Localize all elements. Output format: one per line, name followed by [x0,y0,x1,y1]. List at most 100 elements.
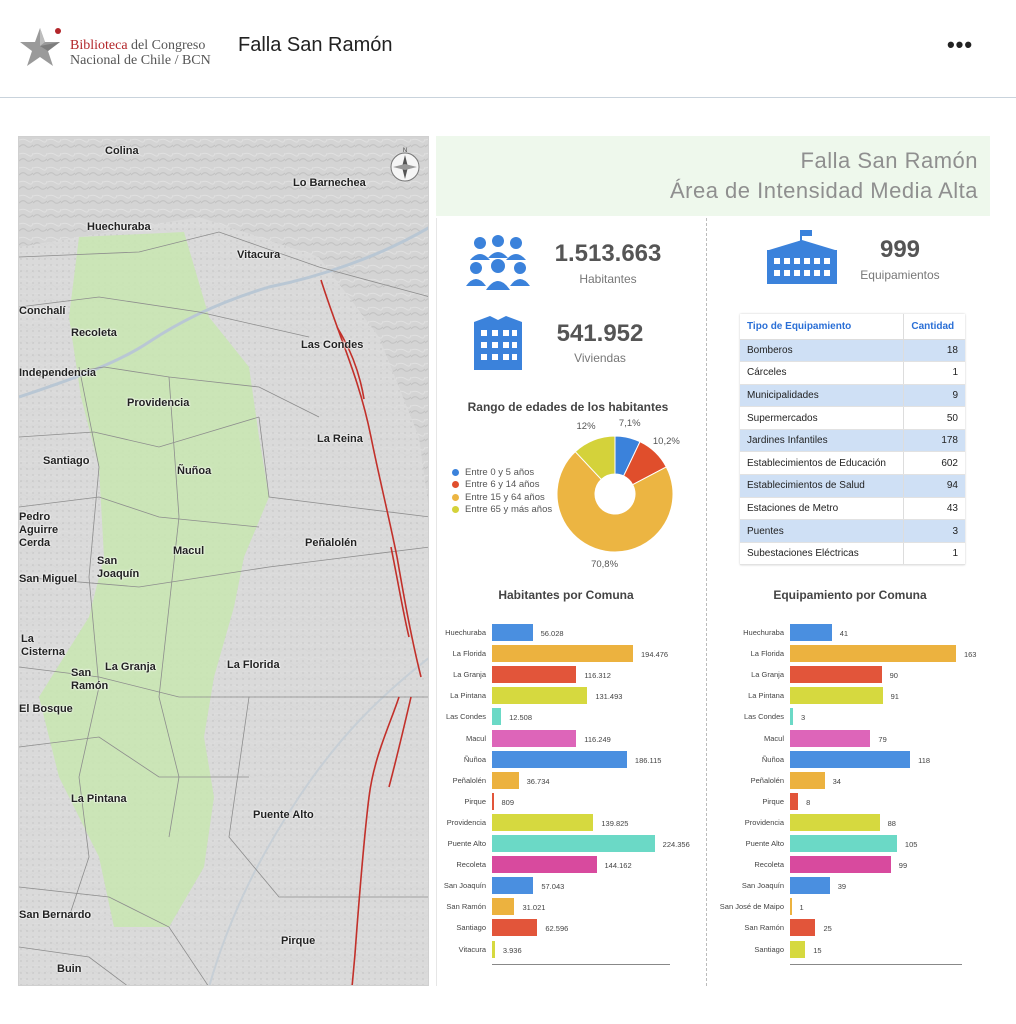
equipment-quantity-cell: 1 [903,361,965,385]
bar-value-label: 88 [887,818,896,828]
bar[interactable] [492,708,502,726]
bar-category-label: La Florida [452,649,486,659]
more-horizontal-icon: ••• [946,32,974,57]
more-options-button[interactable]: ••• [942,30,978,60]
bar-value-label: 3.936 [502,945,522,955]
bar[interactable] [790,835,897,852]
legend-item[interactable]: Entre 15 y 64 años [452,491,552,504]
bar[interactable] [492,792,494,810]
bar[interactable] [790,877,830,895]
bar-value-label: 118 [918,755,931,765]
bar-value-label: 41 [839,629,849,638]
table-row[interactable]: Bomberos 18 [740,339,965,363]
bar[interactable] [790,898,792,916]
bar-category-label: San Joaquín [741,881,784,891]
bar[interactable] [790,940,806,958]
bcn-logo[interactable]: Biblioteca del Congreso Nacional de Chil… [18,24,218,70]
bar[interactable] [790,771,825,789]
bar[interactable] [790,624,832,641]
table-row[interactable]: Estaciones de Metro 43 [740,497,965,521]
equipment-quantity-cell: 3 [903,519,965,543]
bar[interactable] [492,750,627,768]
bar[interactable] [790,792,799,810]
bar[interactable] [492,666,577,684]
bar-value-label: 116.249 [584,734,611,744]
bar[interactable] [492,624,533,641]
table-row[interactable]: Jardines Infantiles 178 [740,429,965,453]
table-row[interactable]: Supermercados 50 [740,406,965,430]
building-icon [474,316,522,370]
legend-item[interactable]: Entre 0 y 5 años [452,466,552,479]
bar[interactable] [492,919,538,937]
equipment-type-cell: Establecimientos de Salud [740,474,904,498]
column-header-cantidad[interactable]: Cantidad [903,314,965,340]
bar[interactable] [790,919,816,937]
bar-value-label: 8 [806,797,811,807]
bar[interactable] [492,835,655,852]
map-label-comuna: Pedro Aguirre Cerda [19,511,59,549]
legend-label: Entre 15 y 64 años [465,491,545,503]
bar-category-label: San Ramón [744,923,784,933]
bar[interactable] [492,856,597,874]
legend-item[interactable]: Entre 65 y más años [452,504,552,517]
bar[interactable] [790,708,794,726]
pie-slice-label: 12% [576,421,596,433]
bar-value-label: 3 [801,713,806,723]
bar[interactable] [790,856,891,874]
panel-divider [706,218,707,986]
pie-legend: Entre 0 y 5 años Entre 6 y 14 años Entre 1… [452,466,552,516]
bar[interactable] [492,898,515,916]
bar[interactable] [492,877,534,895]
bar-value-label: 186.115 [634,755,662,765]
legend-label: Entre 65 y más años [465,504,553,516]
bar-category-label: San Ramón [446,902,486,912]
table-row[interactable]: Municipalidades 9 [740,384,965,408]
equipment-quantity-cell: 178 [903,429,965,453]
bar-value-label: 34 [832,776,841,786]
bar-value-label: 90 [889,671,898,681]
bar-value-label: 194.476 [640,650,669,660]
map-label-comuna: Providencia [127,397,190,409]
legend-item[interactable]: Entre 6 y 14 años [452,479,552,492]
bar[interactable] [492,645,633,663]
bar[interactable] [790,666,882,684]
map-label-comuna: El Bosque [19,703,73,715]
equipment-type-cell: Supermercados [740,406,904,430]
table-row[interactable]: Establecimientos de Educación 602 [740,451,965,476]
bar[interactable] [790,813,880,831]
bar[interactable] [492,729,577,747]
bar-category-label: La Granja [751,670,784,680]
fault-map[interactable]: N Colina Lo Barnechea Huechuraba Vitacura Co… [18,136,429,986]
bar-value-label: 144.162 [604,861,632,871]
table-row[interactable]: Puentes 3 [740,519,965,543]
equipment-type-cell: Municipalidades [740,384,904,408]
bar[interactable] [790,645,956,663]
panel-left-border [436,218,437,986]
app-header: Biblioteca del Congreso Nacional de Chil… [0,0,1016,98]
bar[interactable] [492,771,519,789]
logo-text: Biblioteca del Congreso Nacional de Chil… [70,38,211,68]
bar[interactable] [492,687,588,705]
age-pie-chart [556,435,674,553]
column-header-tipo[interactable]: Tipo de Equipamiento [740,314,904,340]
bar-value-label: 99 [898,861,908,871]
map-label-comuna: Vitacura [237,249,281,261]
bar[interactable] [790,729,871,747]
bar-category-label: San Joaquín [443,881,486,891]
bar-value-label: 116.312 [584,671,611,681]
pie-slice[interactable] [556,450,674,553]
bar-category-label: Puente Alto [447,839,486,848]
bar[interactable] [492,813,594,831]
bar[interactable] [492,940,495,958]
bar-value-label: 1 [799,903,804,913]
bar[interactable] [790,750,911,768]
bar-category-label: Vitacura [458,944,486,954]
star-logo-icon [20,28,61,66]
table-row[interactable]: Subestaciones Eléctricas 1 [740,542,965,566]
map-canvas: N [19,137,428,985]
bar[interactable] [790,687,883,705]
table-row[interactable]: Cárceles 1 [740,361,965,385]
table-row[interactable]: Establecimientos de Salud 94 [740,474,965,498]
map-label-comuna: Peñalolén [305,537,357,549]
pie-slice[interactable] [574,435,616,481]
